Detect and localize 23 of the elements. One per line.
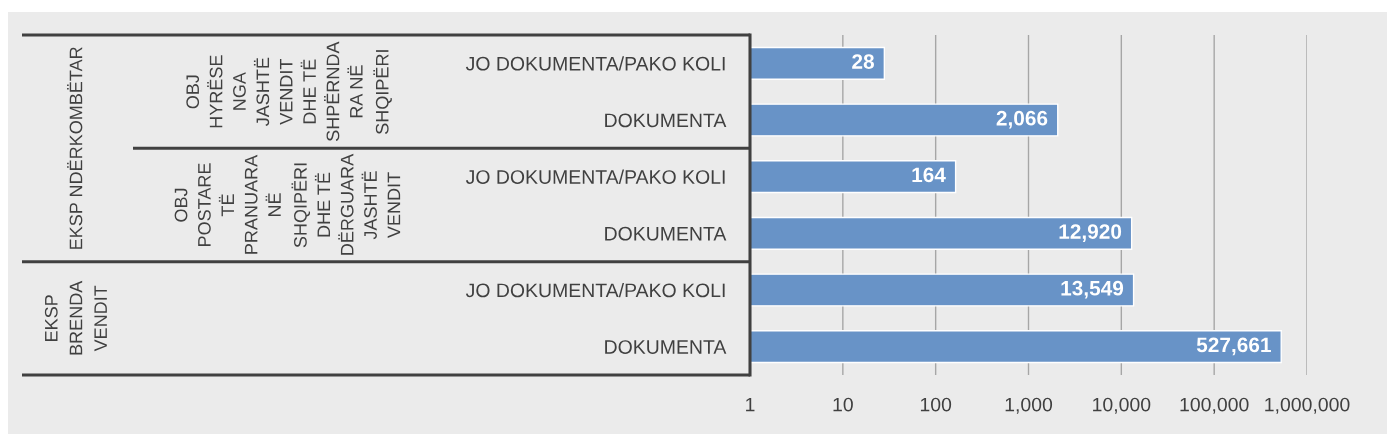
text: EKSP BRENDA VENDIT — [44, 280, 107, 355]
y-tick-label: JO DOKUMENTA/PAKO KOLI — [465, 282, 725, 298]
y-tick-label: DOKUMENTA — [605, 226, 727, 241]
text: OBJ POSTARE TË PRANUARA NË SHQIPËRI DHE TË DËRGUARA JASHTË VENDIT — [174, 153, 401, 255]
data-label: 2,066 — [996, 110, 1048, 129]
x-tick-label: 10 — [833, 397, 853, 412]
x-tick-label: 1,000,000 — [1265, 397, 1350, 414]
data-label: 527,661 — [1196, 337, 1271, 356]
y-tick-label: JO DOKUMENTA/PAKO KOLI — [465, 169, 725, 184]
y-tick-label: JO DOKUMENTA/PAKO KOLI — [465, 56, 725, 71]
y-tick-label: DOKUMENTA — [605, 113, 727, 128]
x-tick-label: 100 — [920, 397, 952, 412]
data-label: 13,549 — [1061, 280, 1124, 299]
text: EKSP NDËRKOMBËTAR — [67, 47, 83, 249]
y-tick-label: DOKUMENTA — [605, 340, 727, 354]
x-tick-label: 1,000 — [1005, 397, 1053, 414]
x-tick-label: 1 — [746, 397, 755, 412]
text: OBJ HYRËSE NGA JASHTË VENDIT DHE TË SHPËRNDA RA NË SHQIPËRI — [186, 41, 392, 142]
data-label: 12,920 — [1059, 224, 1122, 242]
data-label: 28 — [852, 54, 874, 69]
x-tick-label: 100,000 — [1180, 397, 1249, 414]
x-tick-label: 10,000 — [1093, 397, 1151, 414]
data-label: 164 — [912, 167, 946, 183]
